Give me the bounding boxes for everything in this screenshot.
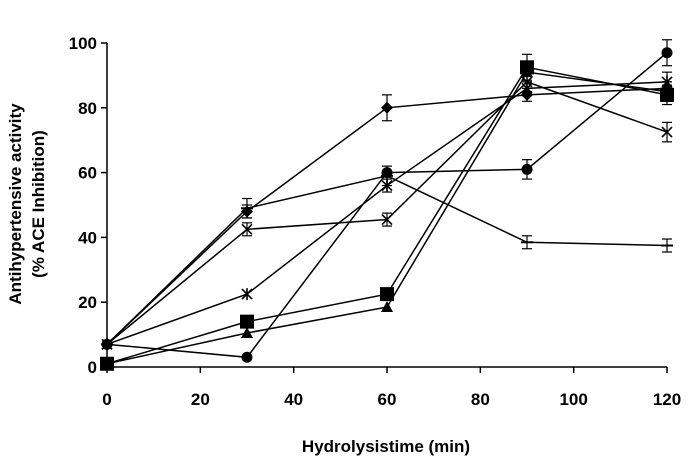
- y-tick-label: 40: [78, 228, 97, 247]
- y-tick-label: 80: [78, 99, 97, 118]
- triangle-marker: [241, 326, 253, 338]
- x-tick-label: 40: [284, 390, 303, 409]
- asterisk-marker: [521, 82, 533, 95]
- y-axis-title-line1: Antihypertensive activity: [6, 103, 25, 305]
- x-tick-label: 60: [378, 390, 397, 409]
- x-tick-label: 20: [191, 390, 210, 409]
- y-tick-label: 100: [69, 34, 97, 53]
- series-7: [101, 165, 673, 346]
- x-marker: [661, 126, 673, 138]
- triangle-marker: [101, 357, 113, 369]
- square-marker: [240, 314, 254, 329]
- x-axis-title: Hydrolysistime (min): [302, 437, 470, 456]
- series-layer: [100, 39, 674, 371]
- diamond-marker: [381, 101, 393, 114]
- y-tick-label: 20: [78, 293, 97, 312]
- triangle-marker: [381, 301, 393, 313]
- series-6: [101, 39, 673, 363]
- y-tick-label: 60: [78, 164, 97, 183]
- asterisk-marker: [661, 75, 673, 88]
- x-marker: [381, 214, 393, 226]
- x-tick-label: 80: [471, 390, 490, 409]
- axes: 0 20 40 60 80 100 0 20 40 60 80 100 120: [69, 34, 682, 409]
- series-line: [106, 175, 668, 345]
- x-tick-label: 0: [102, 390, 111, 409]
- x-tick-label: 120: [653, 390, 681, 409]
- circle-marker: [241, 351, 253, 363]
- circle-marker: [521, 163, 533, 175]
- asterisk-marker: [241, 288, 253, 301]
- series-2: [100, 53, 674, 371]
- x-tick-label: 100: [559, 390, 587, 409]
- y-tick-label: 0: [88, 358, 97, 377]
- x-marker: [241, 223, 253, 235]
- y-axis-title-line2: (% ACE Inhibition): [29, 130, 48, 278]
- circle-marker: [661, 47, 673, 59]
- square-marker: [380, 287, 394, 302]
